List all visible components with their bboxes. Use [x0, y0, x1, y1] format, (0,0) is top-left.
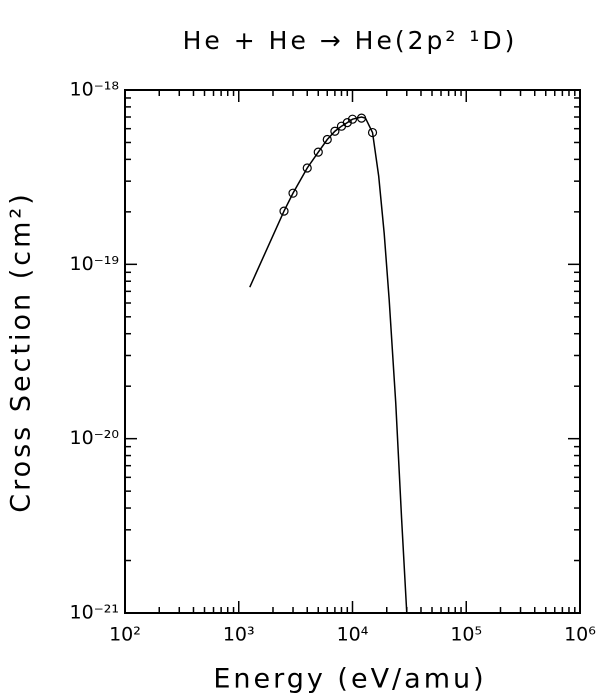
fit-line — [249, 116, 408, 614]
y-tick-label: 10⁻²⁰ — [70, 427, 119, 449]
y-tick-label: 10⁻¹⁸ — [70, 79, 119, 101]
x-tick-label: 10⁶ — [564, 624, 596, 646]
y-tick-label: 10⁻¹⁹ — [70, 253, 119, 275]
plot-frame — [124, 89, 581, 614]
y-tick-label: 10⁻²¹ — [70, 602, 119, 624]
data-point — [288, 188, 298, 198]
y-axis-label: Cross Section (cm²) — [6, 191, 37, 513]
data-point — [330, 126, 340, 136]
data-point — [302, 163, 312, 173]
x-axis-label: Energy (eV/amu) — [213, 664, 486, 695]
data-point — [347, 114, 358, 124]
data-point — [279, 206, 289, 216]
x-tick-label: 10⁴ — [337, 624, 369, 646]
x-tick-label: 10³ — [223, 624, 255, 646]
data-point — [322, 134, 332, 145]
chart-title: He + He → He(2p² ¹D) — [183, 26, 518, 55]
x-tick-label: 10² — [109, 624, 141, 646]
x-tick-label: 10⁵ — [450, 624, 482, 646]
data-point — [313, 147, 323, 157]
